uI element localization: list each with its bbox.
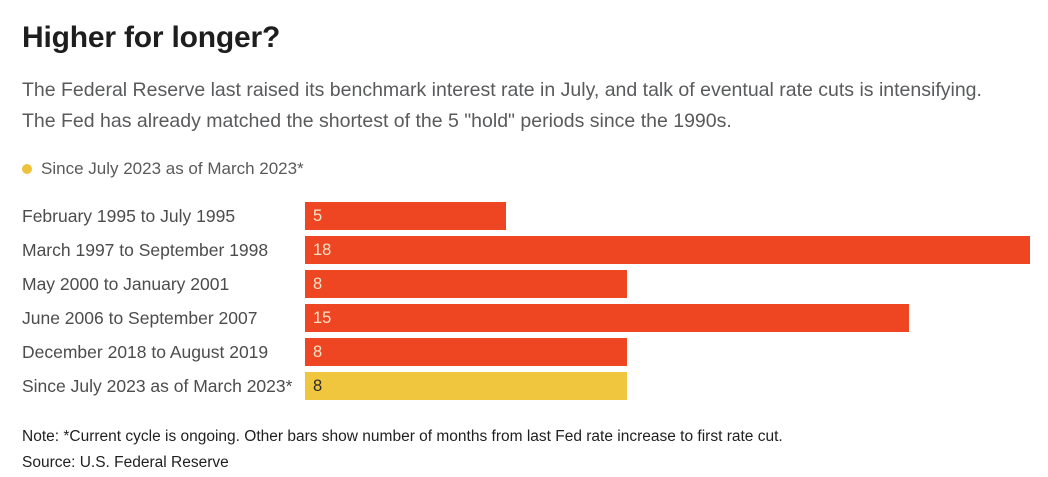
page-title: Higher for longer? — [22, 21, 281, 54]
bar-chart: February 1995 to July 1995 5 March 1997 to… — [22, 202, 1030, 400]
bar: 5 — [305, 202, 507, 230]
bar: 8 — [305, 338, 628, 366]
footnote: Note: *Current cycle is ongoing. Other b… — [22, 428, 783, 445]
chart-row: June 2006 to September 2007 15 — [22, 304, 1030, 332]
chart-row: December 2018 to August 2019 8 — [22, 338, 1030, 366]
subtitle-line-2: The Fed has already matched the shortest… — [22, 110, 732, 132]
bar-value-label: 18 — [313, 240, 332, 259]
bar: 8 — [305, 372, 628, 400]
row-label: Since July 2023 as of March 2023* — [22, 375, 293, 396]
bar-value-label: 15 — [313, 308, 332, 327]
chart-row: Since July 2023 as of March 2023* 8 — [22, 372, 1030, 400]
legend: Since July 2023 as of March 2023* — [22, 159, 1030, 179]
chart-footer: Note: *Current cycle is ongoing. Other b… — [22, 424, 1030, 476]
bar-value-label: 8 — [313, 376, 323, 395]
bar: 18 — [305, 236, 1030, 264]
source-attribution: Source: U.S. Federal Reserve — [22, 454, 229, 471]
bar-value-label: 8 — [313, 342, 323, 361]
chart-row: March 1997 to September 1998 18 — [22, 236, 1030, 264]
row-label: February 1995 to July 1995 — [22, 205, 236, 226]
chart-subtitle: The Federal Reserve last raised its benc… — [22, 75, 1030, 137]
bar-value-label: 8 — [313, 274, 323, 293]
row-label: May 2000 to January 2001 — [22, 273, 230, 294]
legend-dot-icon — [22, 164, 32, 174]
row-label: December 2018 to August 2019 — [22, 341, 269, 362]
bar: 15 — [305, 304, 910, 332]
subtitle-line-1: The Federal Reserve last raised its benc… — [22, 79, 982, 101]
bar: 8 — [305, 270, 628, 298]
chart-row: May 2000 to January 2001 8 — [22, 270, 1030, 298]
legend-label: Since July 2023 as of March 2023* — [41, 159, 304, 178]
row-label: June 2006 to September 2007 — [22, 307, 258, 328]
chart-row: February 1995 to July 1995 5 — [22, 202, 1030, 230]
bar-value-label: 5 — [313, 206, 323, 225]
row-label: March 1997 to September 1998 — [22, 239, 269, 260]
